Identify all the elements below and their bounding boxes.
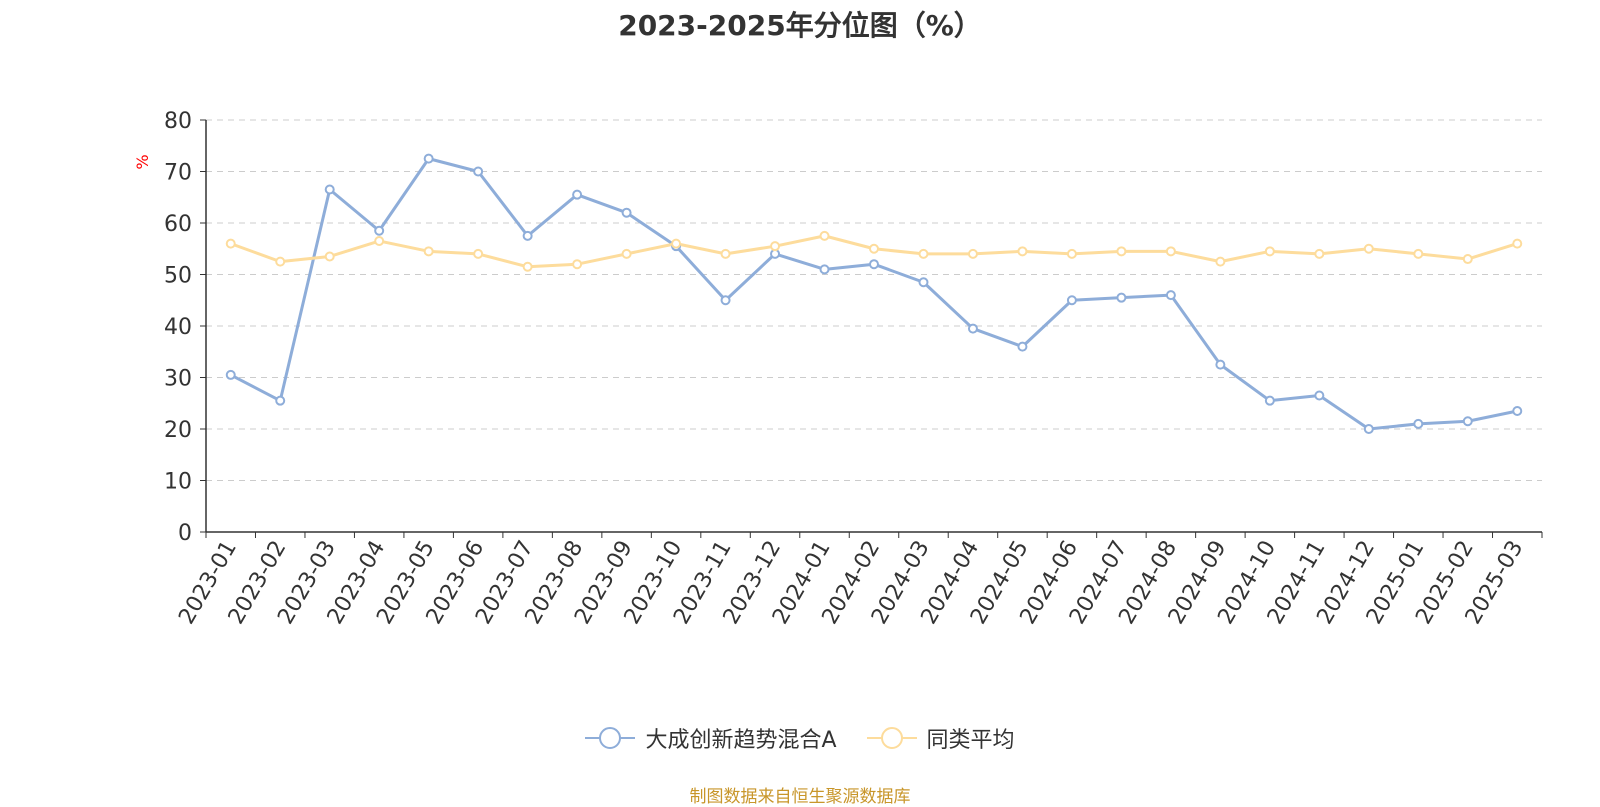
legend-label-series-a: 大成创新趋势混合A [645, 728, 837, 753]
point-series-b [1116, 246, 1127, 257]
y-tick-label: 80 [164, 109, 192, 134]
point-series-a [572, 189, 583, 200]
point-series-b [572, 259, 583, 270]
point-series-b [967, 248, 978, 259]
y-axis-label: % [133, 154, 152, 169]
point-series-a [869, 259, 879, 270]
point-series-b [671, 238, 682, 249]
line-series-a [230, 157, 1518, 431]
y-tick-label: 60 [164, 212, 192, 237]
point-series-a [324, 184, 335, 195]
legend-swatch-series-b [866, 726, 917, 750]
point-series-a [423, 153, 434, 164]
y-tick-label: 20 [164, 418, 192, 443]
point-series-b [423, 246, 434, 257]
source-note: 制图数据来自恒生聚源数据库 [689, 787, 911, 807]
point-series-a [1314, 390, 1325, 401]
point-series-a [522, 230, 533, 241]
point-series-b [1314, 248, 1325, 259]
point-series-a [1462, 416, 1473, 427]
legend-item-series-a[interactable]: 大成创新趋势混合A [585, 722, 837, 754]
point-series-a [374, 225, 385, 236]
point-series-b [473, 248, 484, 259]
point-series-b [522, 261, 533, 272]
y-tick-label: 50 [164, 264, 192, 289]
point-series-b [1215, 256, 1226, 267]
point-series-b [1413, 248, 1424, 259]
point-series-b [1512, 238, 1523, 249]
legend: 大成创新趋势混合A 同类平均 [0, 722, 1600, 754]
point-series-b [1264, 246, 1275, 257]
point-series-b [869, 243, 879, 254]
line-chart: 01020304050607080%2023-012023-022023-032… [133, 109, 1543, 629]
legend-swatch-series-a [585, 726, 636, 750]
point-series-b [1165, 246, 1176, 257]
y-tick-label: 10 [164, 470, 192, 495]
point-series-a [1215, 359, 1226, 370]
point-series-a [819, 264, 830, 275]
point-series-b [1017, 246, 1028, 257]
point-series-b [1066, 248, 1077, 259]
point-series-a [1066, 295, 1077, 306]
point-series-a [1512, 405, 1523, 416]
y-tick-label: 30 [164, 367, 192, 392]
point-series-b [621, 248, 632, 259]
point-series-b [1462, 254, 1473, 265]
point-series-a [1116, 292, 1127, 303]
point-series-a [275, 395, 286, 406]
point-series-b [720, 248, 731, 259]
point-series-a [473, 166, 484, 177]
chart-title: 2023-2025年分位图（%） [618, 9, 982, 42]
y-tick-label: 0 [178, 521, 192, 546]
point-series-a [1017, 341, 1028, 352]
point-series-b [324, 251, 335, 262]
point-series-b [918, 248, 929, 259]
point-series-b [819, 230, 830, 241]
point-series-a [621, 207, 632, 218]
point-series-a [1165, 290, 1176, 301]
y-tick-label: 40 [164, 315, 192, 340]
point-series-a [225, 369, 236, 380]
point-series-b [770, 241, 781, 252]
legend-item-series-b[interactable]: 同类平均 [866, 722, 1015, 754]
point-series-b [225, 238, 236, 249]
point-series-a [1264, 395, 1275, 406]
point-series-a [967, 323, 978, 334]
point-series-a [1363, 424, 1374, 434]
point-series-b [275, 256, 286, 267]
point-series-b [374, 236, 385, 247]
point-series-b [1363, 243, 1374, 254]
point-series-a [720, 295, 731, 306]
legend-label-series-b: 同类平均 [926, 728, 1015, 753]
y-tick-label: 70 [164, 161, 192, 186]
point-series-a [918, 277, 929, 288]
point-series-a [1413, 418, 1424, 429]
